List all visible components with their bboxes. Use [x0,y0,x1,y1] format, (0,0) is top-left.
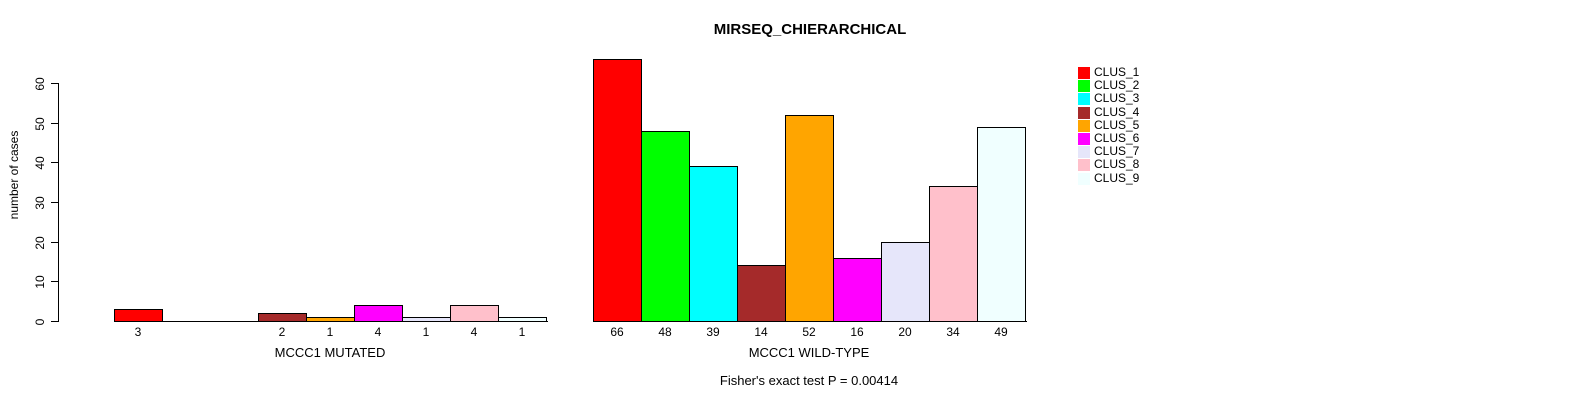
legend-item-label: CLUS_4 [1094,105,1140,119]
y-axis-tick [51,83,58,84]
legend-item-label: CLUS_1 [1094,65,1140,79]
bar-clus_1-mutated [114,309,163,322]
y-axis-tick [51,162,58,163]
legend-color-swatch-icon [1078,158,1090,171]
legend-item-label: CLUS_3 [1094,91,1140,105]
x-axis-label-wild-type: MCCC1 WILD-TYPE [748,345,870,360]
legend-color-swatch-icon [1078,119,1090,132]
bar-clus_2-wild-type [641,131,690,322]
legend-item-label: CLUS_8 [1094,157,1140,171]
legend-color-swatch-icon [1078,145,1090,158]
legend-item-clus_7: CLUS_7 [1078,145,1139,158]
bar-clus_8-wild-type [929,186,978,322]
bar-clus_3-wild-type [689,166,738,322]
y-axis [58,83,59,322]
y-axis-tick-label: 0 [33,318,47,325]
y-axis-tick-label: 60 [33,76,47,91]
bar-value-label: 48 [658,325,672,339]
legend-item-clus_9: CLUS_9 [1078,172,1139,185]
y-axis-tick [51,202,58,203]
legend-item-label: CLUS_7 [1094,144,1140,158]
chart-title: MIRSEQ_CHIERARCHICAL [713,21,907,38]
y-axis-tick-label: 10 [33,274,47,289]
bar-clus_9-wild-type [977,127,1026,322]
y-axis-tick-label: 20 [33,235,47,250]
legend-color-swatch-icon [1078,66,1090,79]
y-axis-tick-label: 30 [33,195,47,210]
bar-value-label: 39 [706,325,720,339]
legend-color-swatch-icon [1078,92,1090,105]
bar-value-label: 2 [278,325,286,339]
legend-item-clus_8: CLUS_8 [1078,158,1139,171]
legend-item-clus_5: CLUS_5 [1078,119,1139,132]
legend-item-clus_6: CLUS_6 [1078,132,1139,145]
y-axis-tick [51,242,58,243]
bar-clus_8-mutated [450,305,499,322]
bar-clus_4-wild-type [737,265,786,322]
bar-value-label: 3 [134,325,142,339]
legend-color-swatch-icon [1078,106,1090,119]
bar-clus_4-mutated [258,313,307,322]
bar-value-label: 14 [754,325,768,339]
bar-clus_5-mutated [306,317,355,322]
bar-clus_6-wild-type [833,258,882,322]
bar-clus_6-mutated [354,305,403,322]
bar-clus_7-wild-type [881,242,930,322]
legend-item-label: CLUS_9 [1094,171,1140,185]
x-axis-label-mutated: MCCC1 MUTATED [274,345,386,360]
y-axis-tick [51,321,58,322]
legend-color-swatch-icon [1078,132,1090,145]
y-axis-tick [51,123,58,124]
bar-clus_5-wild-type [785,115,834,322]
legend-item-label: CLUS_2 [1094,78,1140,92]
bar-clus_9-mutated [498,317,547,322]
bar-value-label: 1 [326,325,334,339]
bar-value-label: 66 [610,325,624,339]
legend-color-swatch-icon [1078,79,1090,92]
legend-color-swatch-icon [1078,172,1090,185]
y-axis-tick-label: 50 [33,116,47,131]
legend-item-label: CLUS_6 [1094,131,1140,145]
bar-clus_7-mutated [402,317,451,322]
bar-value-label: 16 [850,325,864,339]
y-axis-label: number of cases [7,130,21,220]
bar-value-label: 49 [994,325,1008,339]
legend-item-clus_1: CLUS_1 [1078,66,1139,79]
y-axis-tick-label: 40 [33,155,47,170]
bar-value-label: 34 [946,325,960,339]
bar-value-label: 4 [470,325,478,339]
bar-value-label: 52 [802,325,816,339]
bar-clus_1-wild-type [593,59,642,322]
bar-value-label: 4 [374,325,382,339]
bar-value-label: 20 [898,325,912,339]
bar-value-label: 1 [422,325,430,339]
bar-value-label: 1 [518,325,526,339]
legend-item-clus_2: CLUS_2 [1078,79,1139,92]
y-axis-tick [51,281,58,282]
legend-item-label: CLUS_5 [1094,118,1140,132]
fisher-test-annotation: Fisher's exact test P = 0.00414 [719,373,899,388]
legend-item-clus_3: CLUS_3 [1078,92,1139,105]
legend-item-clus_4: CLUS_4 [1078,106,1139,119]
